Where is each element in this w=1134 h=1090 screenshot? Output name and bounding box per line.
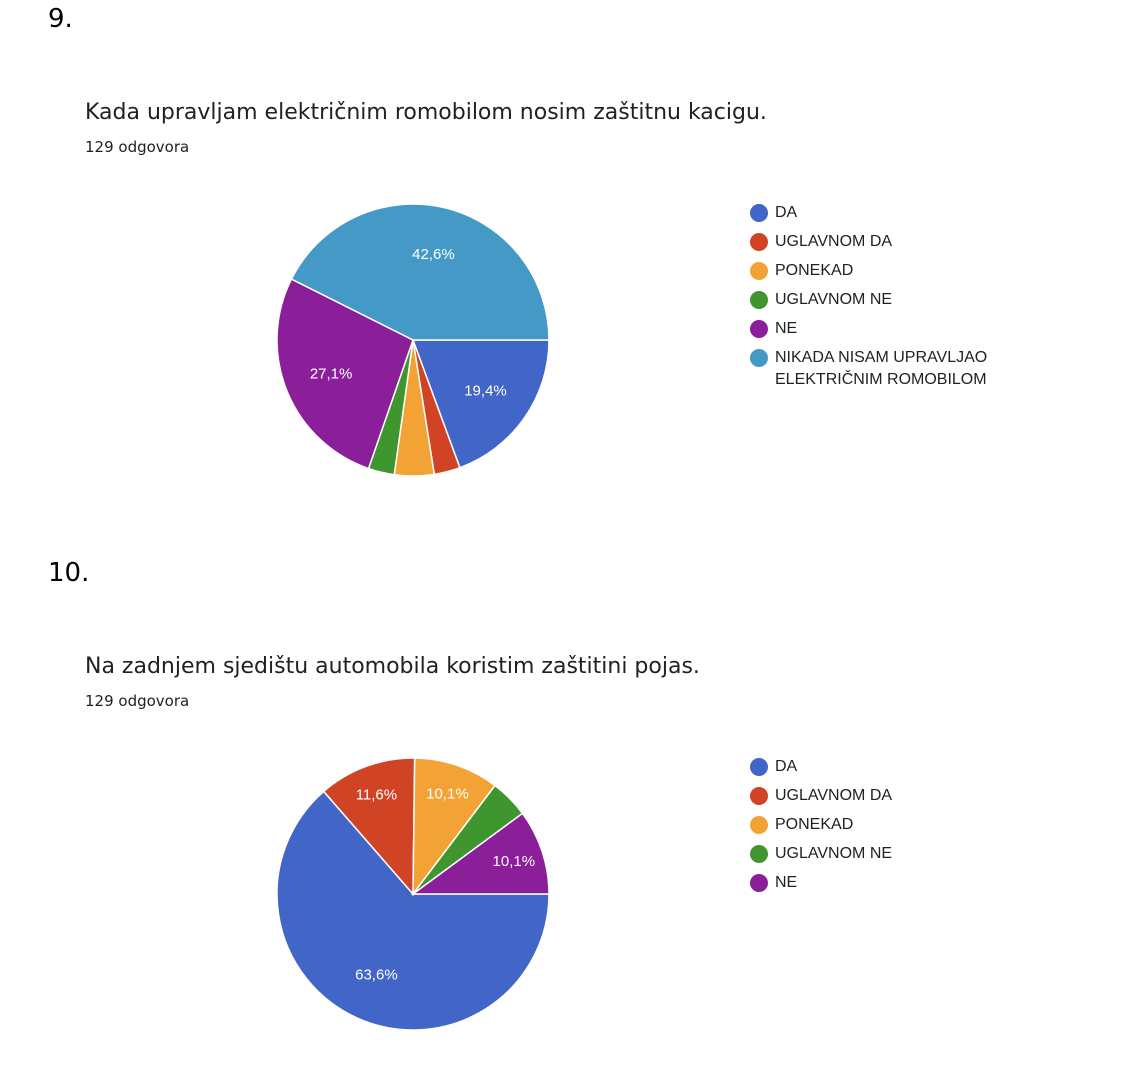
legend-swatch bbox=[750, 349, 768, 367]
legend-label: PONEKAD bbox=[775, 262, 854, 279]
legend-swatch bbox=[750, 874, 768, 892]
legend-item-nikada-nisam-upravljao-elektri-nim-romobilom: NIKADA NISAM UPRAVLJAO ELEKTRIČNIM ROMOB… bbox=[750, 344, 1035, 391]
pie-data-label-ne: 27,1% bbox=[310, 365, 353, 382]
legend-swatch bbox=[750, 816, 768, 834]
legend-item-uglavnom-da: UGLAVNOM DA bbox=[750, 228, 1035, 257]
question-title-10: Na zadnjem sjedištu automobila koristim … bbox=[85, 654, 700, 679]
pie-data-label-da: 19,4% bbox=[464, 383, 507, 400]
legend-swatch bbox=[750, 787, 768, 805]
legend-swatch bbox=[750, 233, 768, 251]
legend-item-ponekad: PONEKAD bbox=[750, 811, 892, 840]
legend-item-da: DA bbox=[750, 753, 892, 782]
legend-swatch bbox=[750, 320, 768, 338]
pie-slice-da bbox=[411, 339, 550, 469]
pie-data-label-nikada-nisam-upravljao-elektri-nim-romobilom: 42,6% bbox=[412, 246, 455, 263]
legend-item-ne: NE bbox=[750, 869, 892, 898]
legend-label: NE bbox=[775, 320, 798, 337]
response-count-10: 129 odgovora bbox=[85, 692, 190, 710]
legend-label: UGLAVNOM DA bbox=[775, 787, 893, 804]
legend-9: DA UGLAVNOM DA PONEKAD UGLAVNOM NE NE NIKADA … bbox=[750, 199, 1035, 391]
legend-item-uglavnom-ne: UGLAVNOM NE bbox=[750, 286, 1035, 315]
question-title-9: Kada upravljam električnim romobilom nos… bbox=[85, 100, 767, 125]
legend-label: NIKADA NISAM UPRAVLJAO ELEKTRIČNIM ROMOB… bbox=[775, 349, 988, 388]
section-number-9: 9. bbox=[48, 4, 73, 34]
legend-label: NE bbox=[775, 874, 798, 891]
legend-swatch bbox=[750, 204, 768, 222]
legend-item-ponekad: PONEKAD bbox=[750, 257, 1035, 286]
legend-swatch bbox=[750, 758, 768, 776]
section-number-10: 10. bbox=[48, 558, 90, 588]
pie-slice-ne bbox=[276, 278, 414, 470]
legend-label: DA bbox=[775, 758, 798, 775]
legend-label: UGLAVNOM NE bbox=[775, 291, 893, 308]
pie-slice-nikada-nisam-upravljao-elektri-nim-romobilom bbox=[290, 203, 550, 341]
legend-item-ne: NE bbox=[750, 315, 1035, 344]
legend-label: UGLAVNOM NE bbox=[775, 845, 893, 862]
legend-item-uglavnom-ne: UGLAVNOM NE bbox=[750, 840, 892, 869]
legend-label: DA bbox=[775, 204, 798, 221]
legend-swatch bbox=[750, 291, 768, 309]
legend-item-da: DA bbox=[750, 199, 1035, 228]
legend-10: DA UGLAVNOM DA PONEKAD UGLAVNOM NE NE bbox=[750, 753, 892, 898]
legend-label: PONEKAD bbox=[775, 816, 854, 833]
legend-label: UGLAVNOM DA bbox=[775, 233, 893, 250]
legend-item-uglavnom-da: UGLAVNOM DA bbox=[750, 782, 892, 811]
legend-swatch bbox=[750, 262, 768, 280]
response-count-9: 129 odgovora bbox=[85, 138, 190, 156]
legend-swatch bbox=[750, 845, 768, 863]
